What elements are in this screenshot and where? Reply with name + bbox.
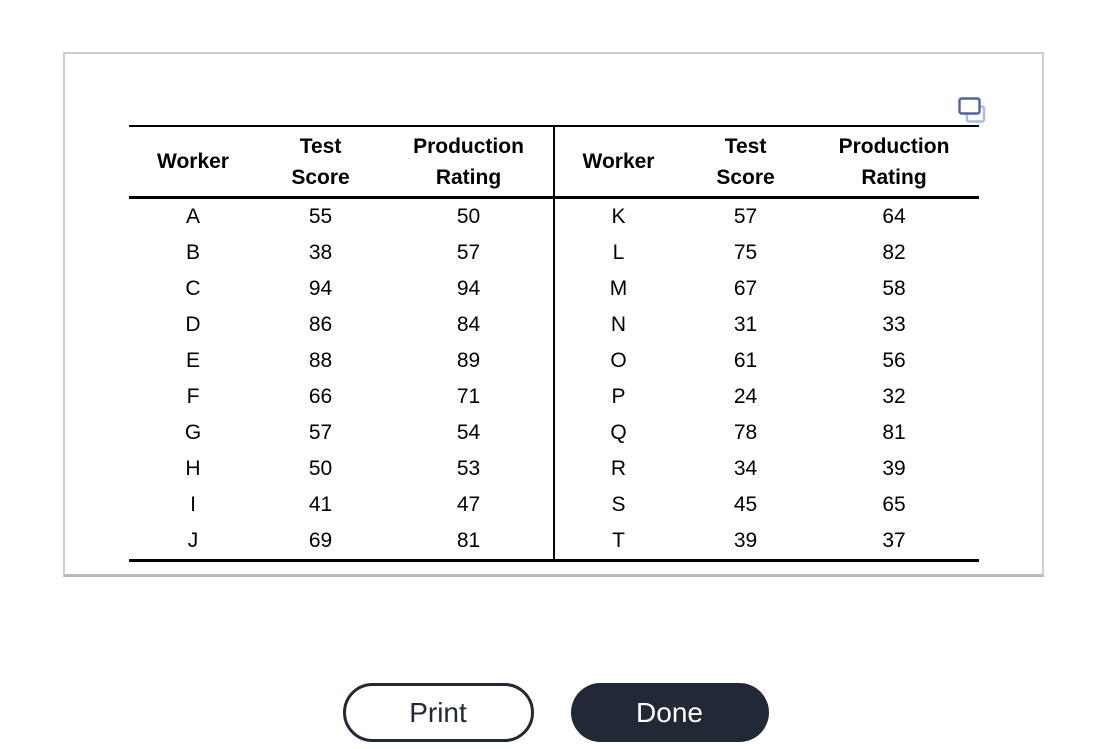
- table-body: A 55 50 K 57 64 B 38 57 L 75 82 C 94 94 M 67 58 D 86 84 N 31 33…: [129, 197, 979, 561]
- table-row: G 57 54 Q 78 81: [129, 415, 979, 451]
- cell-worker: B: [185, 241, 200, 264]
- table-panel: Worker Test Score Production Rating Worker Tes…: [63, 52, 1044, 577]
- cell-worker: S: [553, 487, 682, 523]
- action-buttons: Print Done: [0, 683, 1111, 742]
- cell-production_rating: 81: [882, 421, 906, 444]
- table-row: E 88 89 O 61 56: [129, 343, 979, 379]
- cell-worker: D: [185, 313, 201, 336]
- cell-production_rating: 47: [456, 493, 481, 516]
- cell-test_score: 66: [308, 385, 333, 408]
- cell-test_score: 61: [733, 349, 758, 372]
- cell-test_score: 67: [733, 277, 758, 300]
- cell-test_score: 75: [733, 241, 758, 264]
- cell-production_rating: 65: [882, 493, 906, 516]
- cell-test_score: 50: [308, 457, 333, 480]
- cell-production_rating: 84: [456, 313, 481, 336]
- cell-test_score: 78: [733, 421, 758, 444]
- cell-test_score: 39: [733, 529, 758, 552]
- cell-test_score: 88: [308, 349, 333, 372]
- cell-test_score: 94: [308, 277, 333, 300]
- cell-worker: P: [553, 379, 682, 415]
- cell-test_score: 57: [308, 421, 333, 444]
- copy-icon[interactable]: [958, 97, 986, 124]
- cell-test_score: 31: [733, 313, 758, 336]
- cell-production_rating: 64: [882, 205, 906, 228]
- cell-worker: F: [186, 385, 200, 408]
- cell-test_score: 55: [308, 205, 333, 228]
- cell-worker: E: [185, 349, 200, 372]
- table-row: C 94 94 M 67 58: [129, 271, 979, 307]
- cell-test_score: 69: [308, 529, 333, 552]
- cell-production_rating: 37: [882, 529, 906, 552]
- print-button[interactable]: Print: [342, 683, 534, 742]
- cell-worker: K: [553, 197, 682, 235]
- table-row: H 50 53 R 34 39: [129, 451, 979, 487]
- cell-production_rating: 71: [456, 385, 481, 408]
- cell-production_rating: 54: [456, 421, 481, 444]
- cell-test_score: 38: [308, 241, 333, 264]
- cell-worker: L: [553, 235, 682, 271]
- worker-data-table: Worker Test Score Production Rating Worker Tes…: [129, 125, 979, 562]
- cell-production_rating: 56: [882, 349, 906, 372]
- cell-worker: H: [185, 457, 201, 480]
- cell-worker: G: [184, 421, 202, 444]
- cell-test_score: 24: [733, 385, 758, 408]
- cell-production_rating: 81: [456, 529, 481, 552]
- cell-worker: I: [190, 493, 196, 516]
- cell-production_rating: 33: [882, 313, 906, 336]
- cell-worker: A: [185, 205, 200, 228]
- table-row: J 69 81 T 39 37: [129, 523, 979, 561]
- column-header-worker: Worker: [157, 150, 229, 173]
- table-row: A 55 50 K 57 64: [129, 197, 979, 235]
- table-header-row: Worker Test Score Production Rating Worker Tes…: [129, 126, 979, 198]
- done-button[interactable]: Done: [570, 683, 769, 742]
- table-row: F 66 71 P 24 32: [129, 379, 979, 415]
- cell-worker: J: [187, 529, 199, 552]
- cell-production_rating: 53: [456, 457, 481, 480]
- column-header-production_rating: Production Rating: [413, 134, 524, 189]
- table-row: B 38 57 L 75 82: [129, 235, 979, 271]
- cell-test_score: 34: [733, 457, 758, 480]
- cell-worker: T: [553, 523, 682, 561]
- cell-production_rating: 94: [456, 277, 481, 300]
- column-header-worker: Worker: [553, 126, 682, 198]
- cell-production_rating: 89: [456, 349, 481, 372]
- cell-production_rating: 32: [882, 385, 906, 408]
- table-row: I 41 47 S 45 65: [129, 487, 979, 523]
- cell-worker: C: [185, 277, 201, 300]
- cell-worker: Q: [553, 415, 682, 451]
- cell-production_rating: 82: [882, 241, 906, 264]
- table-row: D 86 84 N 31 33: [129, 307, 979, 343]
- cell-worker: N: [553, 307, 682, 343]
- cell-production_rating: 58: [882, 277, 906, 300]
- cell-test_score: 45: [733, 493, 758, 516]
- cell-worker: M: [553, 271, 682, 307]
- copy-icon-front-rect: [958, 97, 981, 115]
- column-header-test_score: Test Score: [291, 134, 350, 189]
- cell-test_score: 86: [308, 313, 333, 336]
- cell-production_rating: 57: [456, 241, 481, 264]
- column-header-production_rating: Production Rating: [838, 134, 950, 189]
- column-header-test_score: Test Score: [716, 134, 775, 189]
- cell-worker: O: [553, 343, 682, 379]
- cell-production_rating: 39: [882, 457, 906, 480]
- cell-production_rating: 50: [456, 205, 481, 228]
- cell-test_score: 41: [308, 493, 333, 516]
- cell-test_score: 57: [733, 205, 758, 228]
- cell-worker: R: [553, 451, 682, 487]
